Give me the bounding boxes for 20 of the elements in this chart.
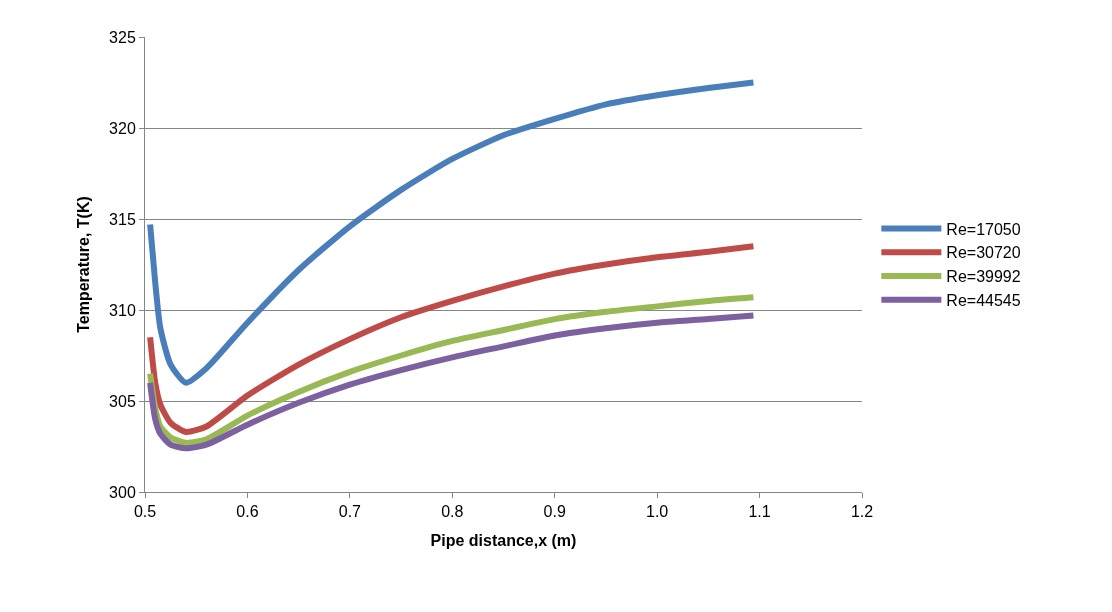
- legend-label: Re=17050: [946, 220, 1021, 238]
- y-axis-title: Temperature, T(K): [75, 196, 92, 333]
- y-tick-label: 320: [109, 119, 136, 137]
- x-tick-label: 0.8: [441, 503, 464, 521]
- x-tick-label: 1.2: [850, 503, 874, 521]
- y-tick-label: 325: [109, 28, 136, 46]
- x-tick-label: 1.0: [646, 503, 669, 521]
- x-tick-label: 0.9: [543, 503, 566, 521]
- legend-label: Re=39992: [946, 268, 1021, 286]
- x-tick-label: 0.6: [236, 503, 259, 521]
- legend-label: Re=44545: [946, 292, 1021, 310]
- x-tick-label: 0.5: [133, 503, 157, 521]
- x-tick-label: 0.7: [338, 503, 362, 521]
- x-tick-label: 1.1: [748, 503, 771, 521]
- y-tick-label: 305: [109, 392, 136, 410]
- y-tick-label: 310: [109, 301, 136, 319]
- legend-label: Re=30720: [946, 244, 1021, 262]
- y-tick-label: 315: [109, 210, 136, 228]
- y-tick-label: 300: [109, 483, 136, 501]
- x-axis-title: Pipe distance,x (m): [430, 531, 577, 549]
